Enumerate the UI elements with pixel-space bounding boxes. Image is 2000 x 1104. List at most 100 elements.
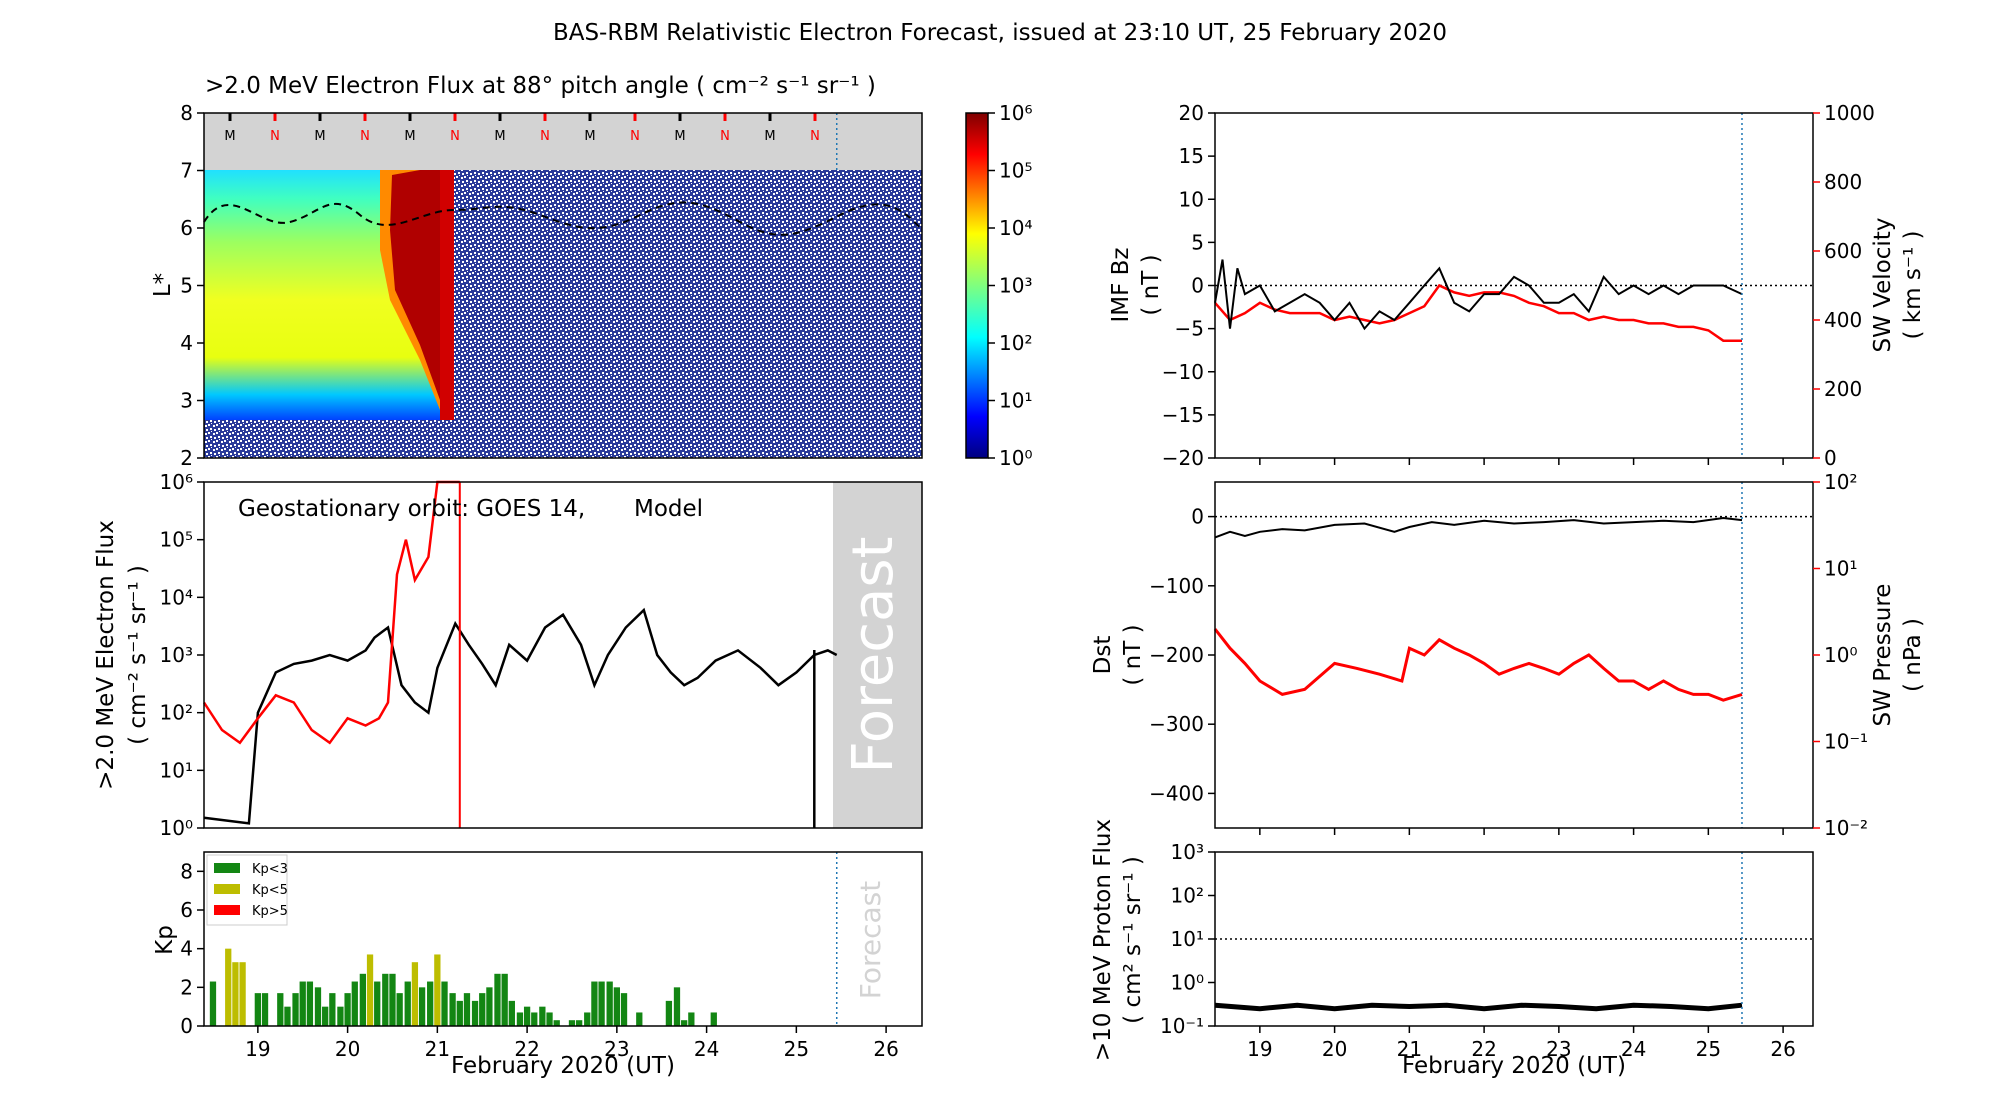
y-tick-label: 10¹ <box>1824 557 1857 581</box>
kp-bar <box>389 973 396 1026</box>
colorbar <box>965 112 989 459</box>
orbit-mark-label: M <box>584 129 595 144</box>
kp-bar <box>337 1006 344 1026</box>
orbit-mark-label: N <box>720 129 730 144</box>
flux-map-noise-low <box>204 420 454 458</box>
kp-bar <box>479 993 486 1026</box>
x-tick-label: 20 <box>335 1037 360 1061</box>
kp-bar <box>568 1020 576 1026</box>
proton-plot <box>1214 852 1813 1026</box>
y-tick-label: 5 <box>1191 230 1204 254</box>
sw-velocity-line <box>1214 283 1742 342</box>
kp-xaxis: 19 20 21 22 23 24 25 26 <box>245 1026 899 1061</box>
kp-legend-high: Kp>5 <box>252 904 288 919</box>
y-tick-label: 0 <box>180 1014 193 1038</box>
kp-bar <box>329 993 336 1026</box>
y-tick-label: 10⁻¹ <box>1824 730 1868 754</box>
kp-bar <box>254 993 261 1026</box>
flux-map-injection-red <box>390 170 450 420</box>
kp-bar <box>382 973 389 1026</box>
kp-ylabel: Kp <box>152 925 178 955</box>
dst-ylabel-right-1: SW Pressure <box>1870 584 1896 727</box>
kp-bar <box>456 1000 463 1026</box>
kp-bar <box>322 1006 329 1026</box>
kp-bar <box>306 981 314 1026</box>
y-tick-label: 10⁰ <box>1824 643 1857 667</box>
x-tick-label: 24 <box>694 1037 719 1061</box>
kp-bar <box>441 981 448 1026</box>
geo-plot <box>202 480 838 828</box>
x-tick-label: 23 <box>1546 1037 1571 1061</box>
proton-frame <box>1214 851 1814 1027</box>
y-tick-label: 7 <box>180 159 193 183</box>
geo-ylabel-2: ( cm⁻² s⁻¹ sr⁻¹ ) <box>125 565 151 745</box>
y-tick-label: 8 <box>180 859 193 883</box>
y-tick-label: −15 <box>1162 403 1204 427</box>
orbit-mark-label: M <box>404 129 415 144</box>
y-tick-label: 8 <box>180 101 193 125</box>
x-tick-label: 23 <box>604 1037 629 1061</box>
y-tick-label: 10³ <box>160 643 193 667</box>
orbit-mark-label: M <box>314 129 325 144</box>
geo-series-0 <box>203 607 838 825</box>
y-tick-label: 10⁴ <box>999 216 1032 240</box>
proton-panel: 10³ 10² 10¹ 10⁰ 10⁻¹ >10 MeV Proton Flux ( c… <box>1090 819 1814 1079</box>
y-tick-label: 10¹ <box>1171 927 1204 951</box>
imf-panel: 20 15 10 5 0 −5 −10 −15 −20 1000 800 600 400 200 0 IMF… <box>1108 101 1926 470</box>
x-tick-label: 24 <box>1621 1037 1646 1061</box>
kp-bar <box>613 987 620 1026</box>
y-tick-label: 10³ <box>1171 840 1204 864</box>
dst-ylabel-2: ( nT ) <box>1120 624 1146 685</box>
kp-legend-swatch-low <box>214 863 240 873</box>
proton-yaxis: 10³ 10² 10¹ 10⁰ 10⁻¹ <box>1160 840 1215 1038</box>
y-tick-label: 2 <box>180 975 193 999</box>
flux-map-ylabel: L* <box>150 273 176 297</box>
y-tick-label: 10⁶ <box>999 101 1032 125</box>
kp-legend-low: Kp<3 <box>252 862 288 877</box>
kp-bar <box>546 1012 553 1026</box>
geo-annotation: Geostationary orbit: GOES 14, <box>238 496 585 522</box>
kp-bar <box>636 1012 643 1026</box>
orbit-mark-label: N <box>450 129 460 144</box>
orbit-mark-label: N <box>270 129 280 144</box>
kp-bar <box>606 981 613 1026</box>
y-tick-label: 10 <box>1179 187 1204 211</box>
imf-bz-line <box>1214 259 1743 331</box>
x-tick-label: 19 <box>1247 1037 1272 1061</box>
kp-bar <box>523 1006 531 1026</box>
kp-bar <box>404 981 411 1026</box>
kp-yaxis: 8 6 4 2 0 <box>180 859 204 1038</box>
kp-bars <box>209 852 838 1026</box>
dst-frame <box>1214 481 1814 829</box>
y-tick-label: 10¹ <box>160 758 193 782</box>
orbit-mark-label: M <box>224 129 235 144</box>
y-tick-label: 4 <box>180 937 193 961</box>
dst-ylabel-1: Dst <box>1090 636 1116 675</box>
orbit-mark-label: M <box>494 129 505 144</box>
kp-bar <box>539 1006 546 1026</box>
x-tick-label: 21 <box>425 1037 450 1061</box>
y-tick-label: 10⁴ <box>160 585 193 609</box>
sw-pressure-line <box>1213 628 1743 702</box>
y-tick-label: 10⁰ <box>160 816 193 840</box>
orbit-mark-label: N <box>630 129 640 144</box>
y-tick-label: 10² <box>999 331 1032 355</box>
kp-bar <box>584 1012 591 1026</box>
x-tick-label: 26 <box>1770 1037 1795 1061</box>
kp-bar <box>434 954 441 1026</box>
proton-xaxis: 19 20 21 22 23 24 25 26 <box>1247 1026 1796 1061</box>
kp-bar <box>553 1020 560 1026</box>
y-tick-label: 200 <box>1824 377 1862 401</box>
proton-flux-line <box>1214 1002 1743 1012</box>
y-tick-label: 10⁻² <box>1824 816 1868 840</box>
flux-map-panel: >2.0 MeV Electron Flux at 88° pitch angl… <box>150 73 1032 470</box>
figure-title: BAS-RBM Relativistic Electron Forecast, … <box>553 20 1447 46</box>
y-tick-label: 10³ <box>999 274 1032 298</box>
kp-bar <box>418 987 426 1026</box>
kp-bar <box>516 1012 524 1026</box>
y-tick-label: −20 <box>1162 446 1204 470</box>
magnetopause-line <box>203 201 923 236</box>
kp-bar <box>665 1000 673 1026</box>
